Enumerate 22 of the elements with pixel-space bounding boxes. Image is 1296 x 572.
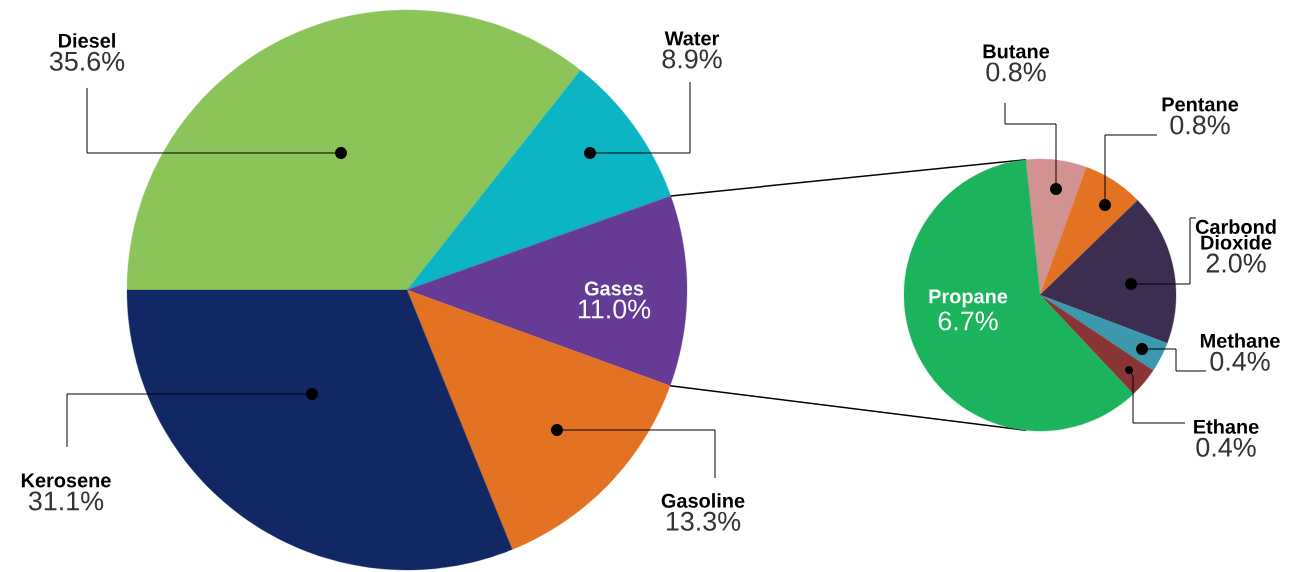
data-label: 0.8% <box>1170 115 1230 135</box>
data-label: 13.3% <box>666 511 741 531</box>
data-label: 0.4% <box>1196 437 1256 457</box>
slice-label: Propane <box>929 289 1008 308</box>
slice-label: Water <box>664 31 720 46</box>
slice-label: Gasoline <box>661 493 745 508</box>
data-label: 11.0% <box>578 299 651 319</box>
slice-label: Kerosene <box>21 473 111 488</box>
slice-label: Diesel <box>58 33 115 48</box>
slice-label: Carbond Dioxide <box>1195 219 1276 250</box>
data-label: 6.7% <box>938 311 998 331</box>
slice-label: Methane <box>1200 333 1280 348</box>
data-label: 2.0% <box>1206 253 1266 273</box>
slice-label: Butane <box>983 44 1050 59</box>
data-label: 0.4% <box>1210 351 1270 371</box>
data-label: 8.9% <box>662 49 722 69</box>
slice-label: Ethane <box>1194 419 1259 434</box>
data-label: 35.6% <box>49 51 125 71</box>
data-label: 31.1% <box>28 491 104 511</box>
slice-label: Gases <box>584 281 644 296</box>
data-label: 0.8% <box>986 62 1046 82</box>
slice-label: Pentane <box>1162 97 1239 112</box>
